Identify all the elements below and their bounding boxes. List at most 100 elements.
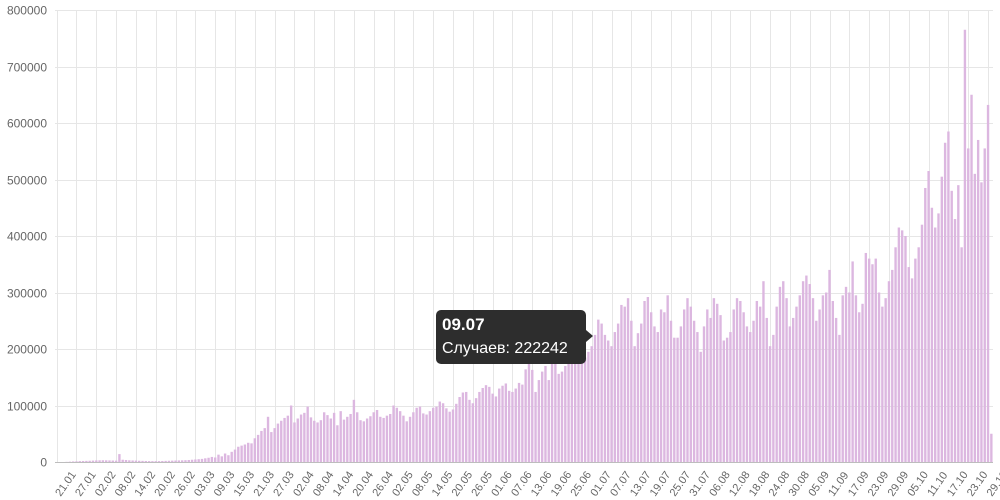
bar[interactable]	[438, 401, 441, 462]
bar[interactable]	[349, 413, 352, 462]
bar[interactable]	[583, 357, 587, 462]
bar[interactable]	[950, 190, 953, 463]
bar[interactable]	[646, 297, 650, 462]
bar[interactable]	[392, 405, 395, 463]
bar[interactable]	[316, 422, 319, 462]
bar[interactable]	[815, 320, 818, 462]
bar[interactable]	[230, 451, 233, 462]
bar[interactable]	[507, 390, 511, 462]
bar[interactable]	[937, 213, 940, 462]
bar[interactable]	[237, 446, 240, 462]
bar[interactable]	[970, 94, 973, 462]
bar[interactable]	[233, 449, 237, 462]
bar[interactable]	[280, 420, 283, 462]
bar[interactable]	[791, 317, 795, 462]
bar[interactable]	[633, 346, 636, 462]
bar[interactable]	[864, 252, 868, 462]
bar[interactable]	[385, 415, 389, 462]
bar[interactable]	[180, 460, 184, 462]
bar[interactable]	[699, 351, 702, 462]
bar[interactable]	[716, 303, 719, 462]
bar[interactable]	[379, 416, 382, 462]
bar[interactable]	[712, 298, 716, 462]
bar[interactable]	[531, 369, 534, 462]
bar[interactable]	[597, 319, 600, 462]
bar[interactable]	[461, 392, 465, 463]
bar[interactable]	[676, 337, 679, 462]
bar[interactable]	[382, 417, 385, 462]
bar[interactable]	[134, 460, 138, 462]
bar[interactable]	[524, 369, 527, 462]
bar[interactable]	[451, 409, 455, 462]
bar[interactable]	[550, 350, 554, 462]
bar[interactable]	[564, 365, 567, 462]
bar[interactable]	[501, 385, 504, 462]
bar[interactable]	[441, 403, 445, 462]
bar[interactable]	[924, 187, 927, 463]
bar[interactable]	[240, 445, 243, 462]
bar[interactable]	[336, 425, 339, 462]
bar[interactable]	[227, 455, 230, 462]
bar[interactable]	[471, 403, 474, 462]
bar[interactable]	[491, 393, 494, 462]
bar[interactable]	[848, 292, 851, 463]
bar[interactable]	[887, 281, 891, 462]
bar[interactable]	[309, 417, 313, 462]
bar[interactable]	[322, 412, 326, 462]
bar[interactable]	[389, 413, 392, 462]
bar[interactable]	[88, 460, 91, 462]
bar[interactable]	[560, 371, 564, 462]
bar[interactable]	[897, 227, 901, 462]
bar[interactable]	[953, 219, 957, 462]
bar[interactable]	[81, 460, 85, 462]
bar[interactable]	[458, 397, 461, 462]
bar[interactable]	[511, 391, 514, 462]
bar[interactable]	[914, 258, 917, 462]
bar[interactable]	[517, 382, 521, 462]
bar[interactable]	[402, 415, 405, 462]
bar[interactable]	[623, 306, 626, 463]
bar[interactable]	[884, 298, 887, 462]
bar[interactable]	[940, 176, 943, 462]
bar[interactable]	[686, 298, 689, 462]
bar[interactable]	[841, 295, 844, 462]
bar[interactable]	[118, 454, 121, 462]
bar[interactable]	[210, 456, 214, 462]
bar[interactable]	[798, 295, 801, 462]
bar[interactable]	[220, 456, 223, 462]
bar[interactable]	[706, 309, 709, 462]
bar[interactable]	[567, 357, 570, 462]
bar[interactable]	[398, 411, 402, 462]
bar[interactable]	[356, 412, 359, 462]
bar[interactable]	[768, 346, 772, 462]
bar[interactable]	[636, 333, 640, 462]
bar[interactable]	[785, 298, 788, 462]
bar[interactable]	[683, 309, 686, 462]
bar[interactable]	[395, 407, 399, 462]
bar[interactable]	[105, 460, 108, 462]
bar[interactable]	[722, 340, 726, 462]
bar[interactable]	[838, 334, 841, 463]
bar[interactable]	[659, 309, 663, 462]
bar[interactable]	[874, 258, 877, 462]
bar[interactable]	[755, 300, 759, 462]
bar[interactable]	[144, 460, 148, 462]
bar[interactable]	[788, 326, 792, 462]
bar[interactable]	[521, 384, 524, 462]
bar[interactable]	[917, 247, 920, 462]
bar[interactable]	[296, 418, 299, 463]
bar[interactable]	[805, 275, 808, 462]
bar[interactable]	[494, 396, 498, 462]
bar[interactable]	[616, 323, 620, 462]
bar[interactable]	[289, 405, 293, 463]
bar[interactable]	[867, 258, 871, 462]
bar[interactable]	[772, 334, 775, 463]
bar[interactable]	[590, 346, 593, 462]
bar[interactable]	[679, 326, 683, 462]
bar[interactable]	[319, 420, 323, 462]
bar[interactable]	[742, 312, 745, 462]
bar[interactable]	[960, 247, 963, 462]
bar[interactable]	[749, 332, 752, 462]
bar[interactable]	[640, 323, 643, 462]
bar[interactable]	[649, 312, 653, 462]
